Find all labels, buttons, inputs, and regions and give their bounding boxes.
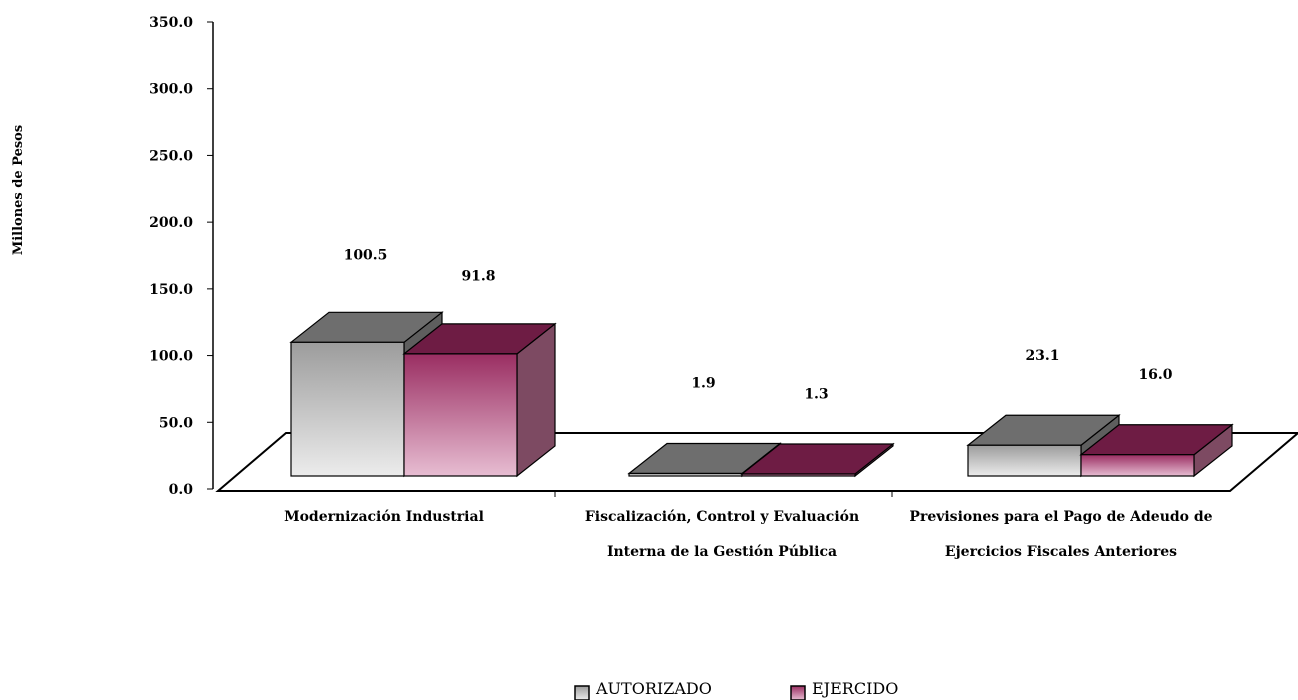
y-tick-label: 150.0 [149,282,193,298]
category-label: Fiscalización, Control y Evaluación [585,509,859,525]
y-tick-label: 350.0 [149,15,193,31]
data-labels: 100.5 91.8 1.9 1.3 23.1 16.0 [344,247,1173,402]
legend-label: AUTORIZADO [595,679,712,698]
bar-front-face [290,341,405,477]
legend-item-0: AUTORIZADO [574,679,712,700]
legend-swatch [574,685,590,700]
bar-ejercido-2 [1079,423,1234,478]
data-label-ejercido: 1.3 [804,386,828,402]
data-label-autorizado: 1.9 [691,376,715,392]
bar-front-face [967,444,1082,477]
y-axis: 0.0 50.0 100.0 150.0 200.0 250.0 300.0 350.0 [149,15,214,498]
bar-front-face [741,473,856,477]
bar-front-face [628,472,743,477]
y-axis-label: Millones de Pesos [11,125,26,255]
legend: AUTORIZADO EJERCIDO [574,679,898,700]
data-label-autorizado: 100.5 [344,247,388,263]
category-label: Ejercicios Fiscales Anteriores [945,544,1177,560]
y-tick-label: 300.0 [149,82,193,98]
legend-item-1: EJERCIDO [790,679,898,700]
data-label-ejercido: 16.0 [1138,367,1172,383]
category-label: Interna de la Gestión Pública [607,544,837,560]
bar-front-face [1080,454,1195,477]
y-tick-label: 0.0 [169,482,194,498]
y-tick-label: 100.0 [149,349,193,365]
bar-front-face [403,353,518,477]
category-label: Previsiones para el Pago de Adeudo de [909,509,1212,525]
legend-label: EJERCIDO [812,679,898,698]
y-tick-label: 250.0 [149,148,193,164]
y-tick-label: 200.0 [149,215,193,231]
data-label-autorizado: 23.1 [1025,348,1059,364]
y-tick-label: 50.0 [159,415,193,431]
bar-ejercido-0 [402,322,557,478]
legend-swatch [790,685,806,700]
category-label: Modernización Industrial [284,509,484,525]
category-labels: Modernización Industrial Fiscalización, C… [284,509,1213,560]
bar-ejercido-1 [740,442,895,478]
bars [289,311,1234,478]
data-label-ejercido: 91.8 [461,269,495,285]
